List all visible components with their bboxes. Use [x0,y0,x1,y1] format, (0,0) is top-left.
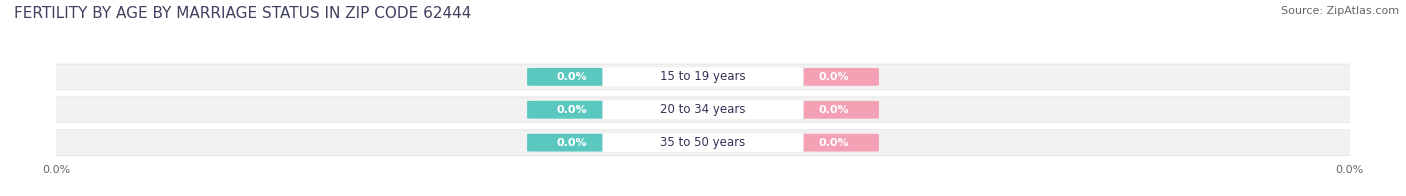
FancyBboxPatch shape [527,134,617,152]
Text: 0.0%: 0.0% [818,105,849,115]
FancyBboxPatch shape [37,64,1369,90]
FancyBboxPatch shape [603,67,803,87]
FancyBboxPatch shape [789,101,879,119]
Text: 0.0%: 0.0% [557,105,588,115]
FancyBboxPatch shape [37,97,1369,122]
Text: 20 to 34 years: 20 to 34 years [661,103,745,116]
FancyBboxPatch shape [527,68,617,86]
Text: 0.0%: 0.0% [818,72,849,82]
FancyBboxPatch shape [527,101,617,119]
Text: 0.0%: 0.0% [557,138,588,148]
Text: 0.0%: 0.0% [557,72,588,82]
Text: Source: ZipAtlas.com: Source: ZipAtlas.com [1281,6,1399,16]
Text: 0.0%: 0.0% [818,138,849,148]
FancyBboxPatch shape [603,100,803,120]
FancyBboxPatch shape [789,134,879,152]
FancyBboxPatch shape [789,68,879,86]
FancyBboxPatch shape [603,133,803,153]
Text: FERTILITY BY AGE BY MARRIAGE STATUS IN ZIP CODE 62444: FERTILITY BY AGE BY MARRIAGE STATUS IN Z… [14,6,471,21]
FancyBboxPatch shape [37,130,1369,155]
Text: 35 to 50 years: 35 to 50 years [661,136,745,149]
Text: 15 to 19 years: 15 to 19 years [661,70,745,83]
